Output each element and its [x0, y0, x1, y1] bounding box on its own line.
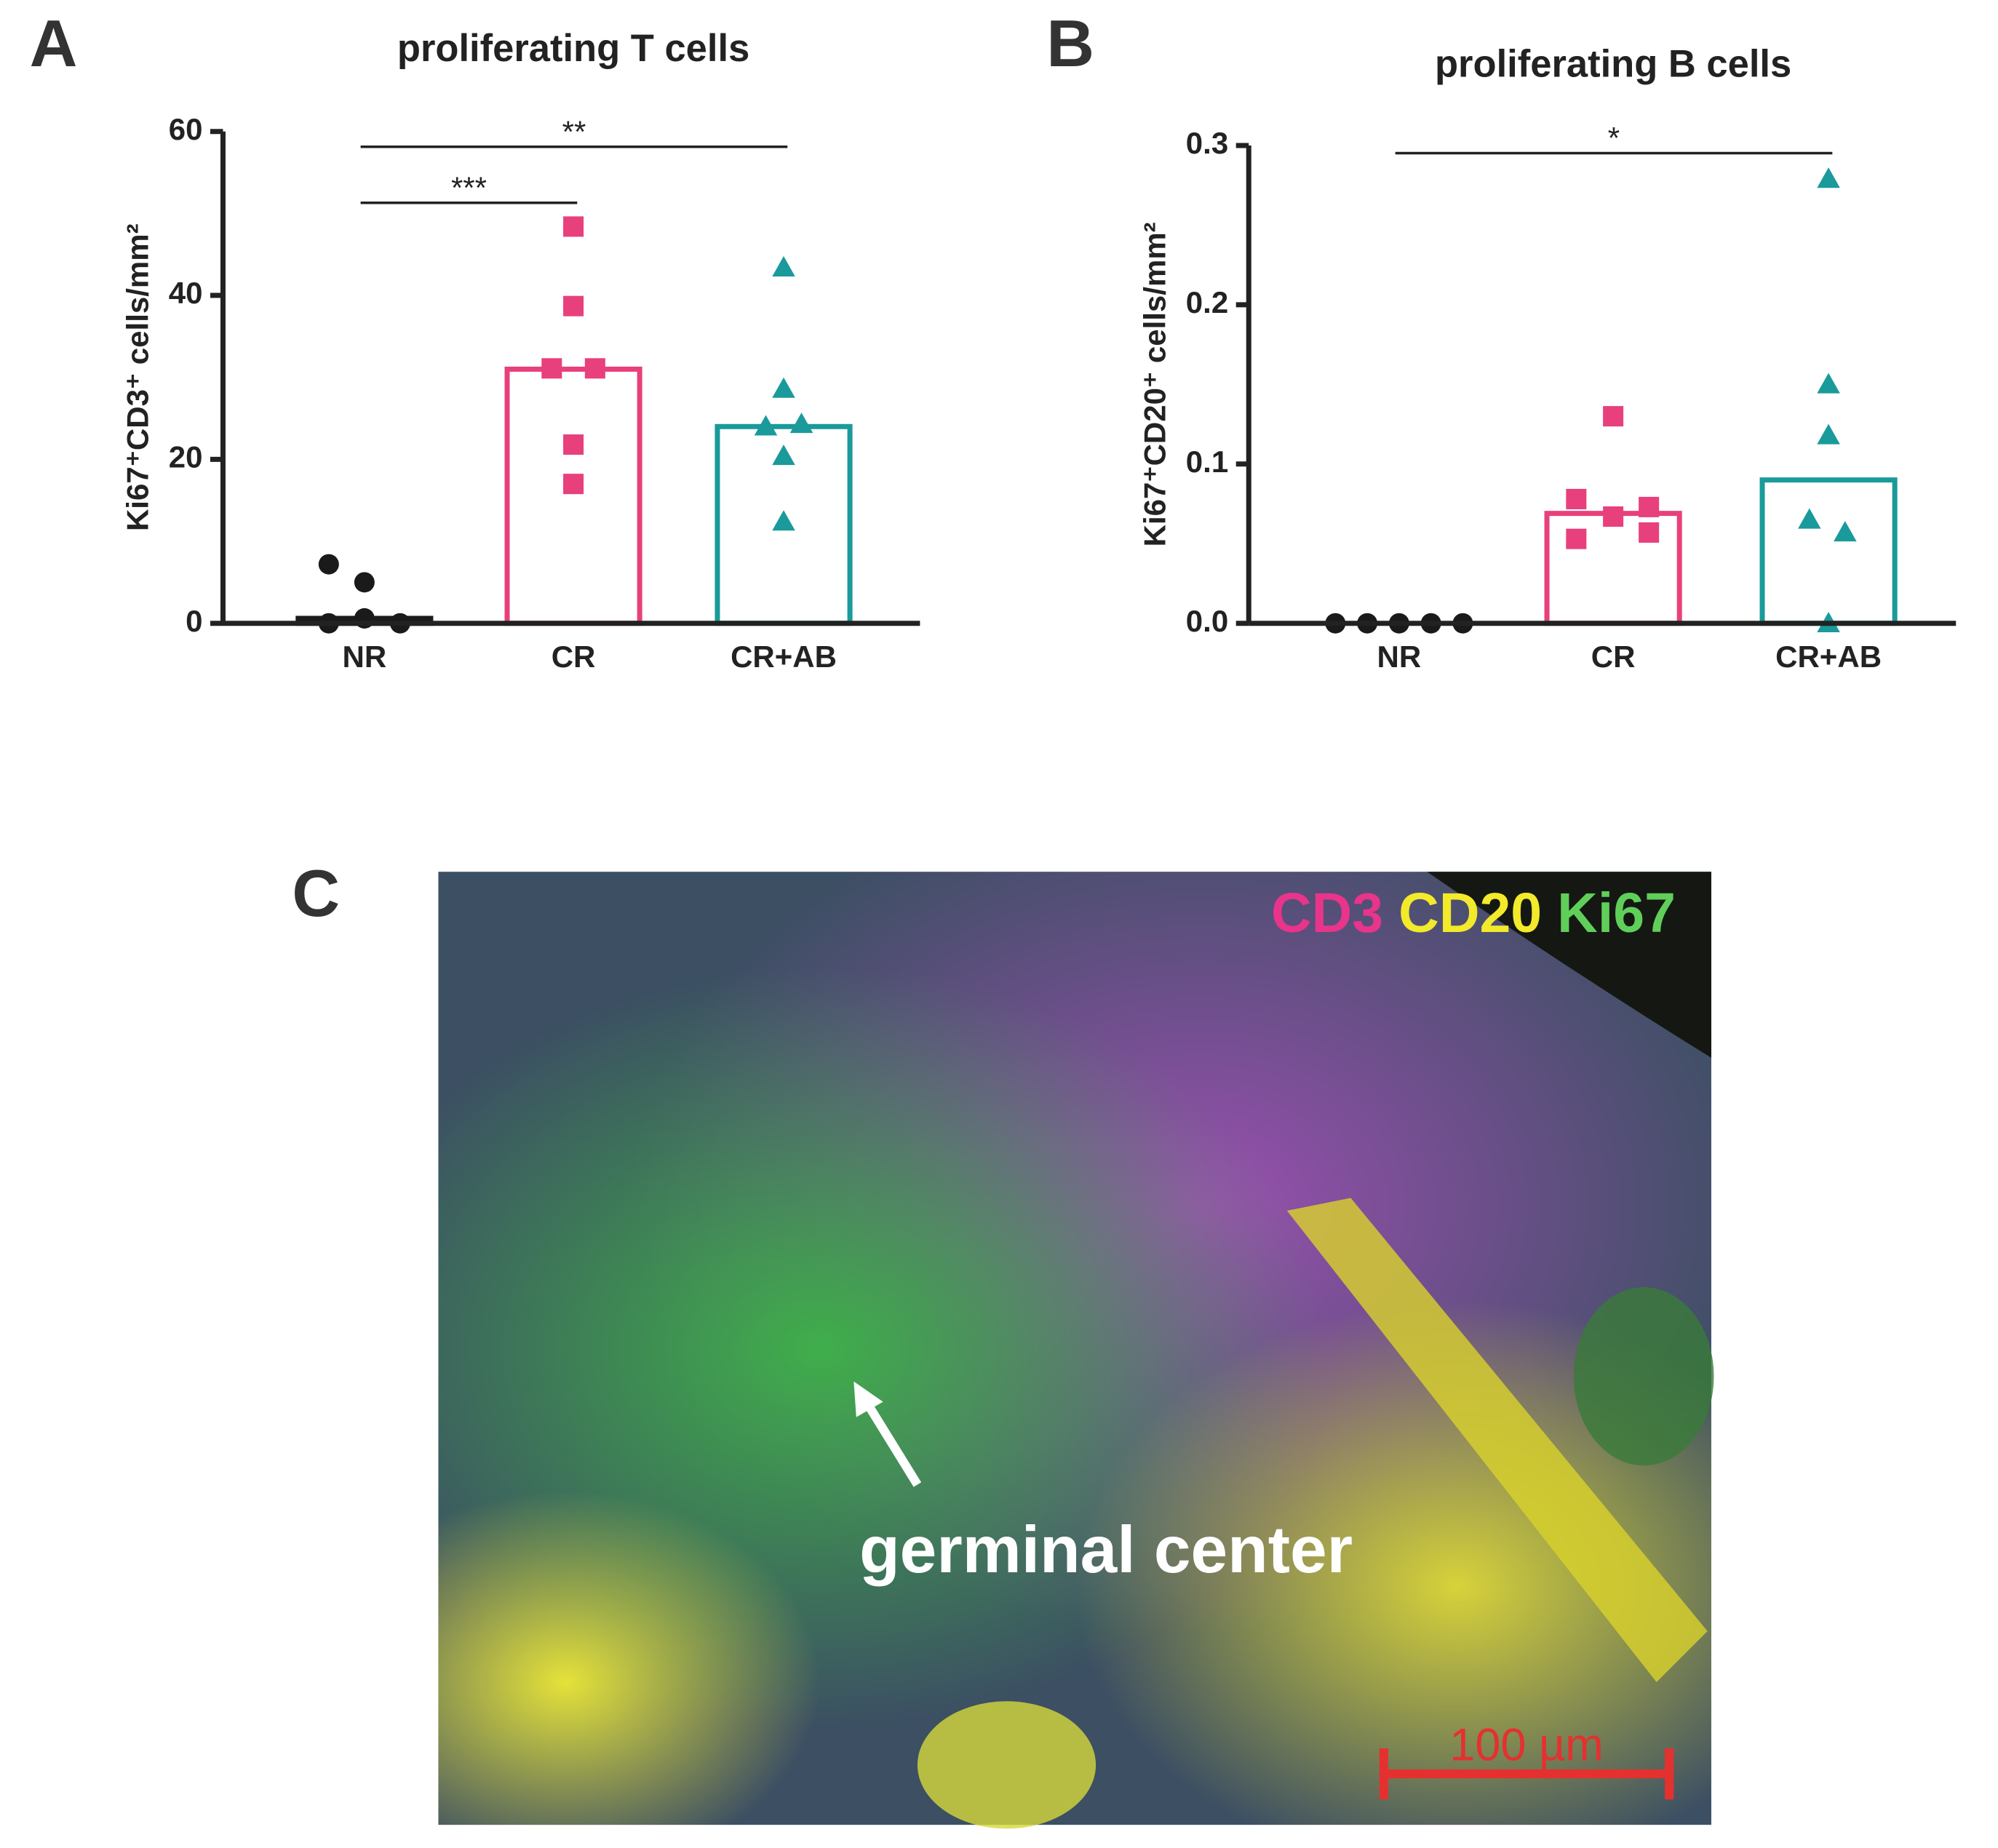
tissue-texture — [917, 1701, 1096, 1829]
x-tick-label: CR — [1591, 640, 1636, 674]
annotation: germinal center — [859, 1513, 1353, 1587]
data-point — [1817, 167, 1840, 188]
stain-label: CD3 — [1271, 883, 1383, 945]
y-tick-label: 0.0 — [1186, 604, 1228, 638]
stain-legend: CD3 CD20 Ki67 — [1271, 883, 1676, 945]
significance-label: * — [1608, 121, 1620, 155]
x-tick-label: CR — [552, 640, 596, 674]
data-point — [563, 295, 584, 316]
data-point — [1566, 528, 1587, 549]
significance-label: *** — [451, 170, 487, 204]
significance-label: ** — [562, 114, 586, 148]
data-point — [318, 554, 339, 575]
data-point — [584, 358, 605, 379]
y-tick-label: 40 — [169, 276, 203, 310]
data-point — [541, 358, 562, 379]
data-point — [772, 255, 795, 276]
arrow-head — [853, 1381, 883, 1417]
scale-bar-label: 100 µm — [1449, 1720, 1604, 1771]
y-tick-label: 0 — [186, 604, 202, 638]
x-tick-label: NR — [343, 640, 387, 674]
y-axis-label: Ki67⁺CD20⁺ cells/mm² — [1137, 222, 1171, 546]
bar — [1759, 477, 1898, 626]
tissue-texture — [1573, 1287, 1714, 1466]
x-tick-label: CR+AB — [731, 640, 837, 674]
data-point — [1603, 406, 1624, 427]
x-tick-label: NR — [1377, 640, 1422, 674]
data-point — [772, 510, 795, 531]
y-axis-label: Ki67⁺CD3⁺ cells/mm² — [121, 223, 155, 531]
data-point — [1603, 506, 1624, 527]
tissue-texture — [1286, 1198, 1708, 1683]
chart-title: proliferating B cells — [1435, 42, 1791, 85]
data-point — [1639, 522, 1660, 543]
scale-bar — [1379, 1748, 1674, 1800]
data-point — [1817, 423, 1840, 445]
data-point — [1798, 508, 1821, 529]
background-region — [1427, 872, 1711, 1058]
data-point — [789, 413, 813, 434]
data-point — [754, 415, 778, 436]
data-point — [563, 474, 584, 495]
data-point — [563, 434, 584, 455]
data-point — [772, 445, 795, 466]
stain-label: CD20 — [1398, 883, 1542, 945]
y-tick-label: 0.1 — [1186, 445, 1228, 479]
bar — [504, 366, 642, 626]
data-point — [1834, 521, 1857, 542]
y-tick-label: 0.2 — [1186, 285, 1228, 319]
chart-title: proliferating T cells — [397, 27, 749, 70]
arrow — [860, 1395, 922, 1487]
y-tick-label: 20 — [169, 439, 203, 474]
x-tick-label: CR+AB — [1775, 640, 1882, 674]
data-point — [563, 216, 584, 237]
tissue-texture — [438, 872, 1711, 1825]
data-point — [1817, 373, 1840, 394]
data-point — [1566, 488, 1587, 509]
micrograph — [438, 872, 1714, 1829]
data-point — [354, 572, 375, 593]
panel-label: C — [292, 857, 340, 931]
y-tick-label: 0.3 — [1186, 126, 1228, 160]
panel-label: B — [1046, 7, 1094, 81]
stain-label: Ki67 — [1557, 883, 1676, 945]
y-tick-label: 60 — [169, 112, 203, 146]
data-point — [1639, 496, 1660, 517]
panel-label: A — [30, 7, 78, 81]
data-point — [772, 377, 795, 398]
